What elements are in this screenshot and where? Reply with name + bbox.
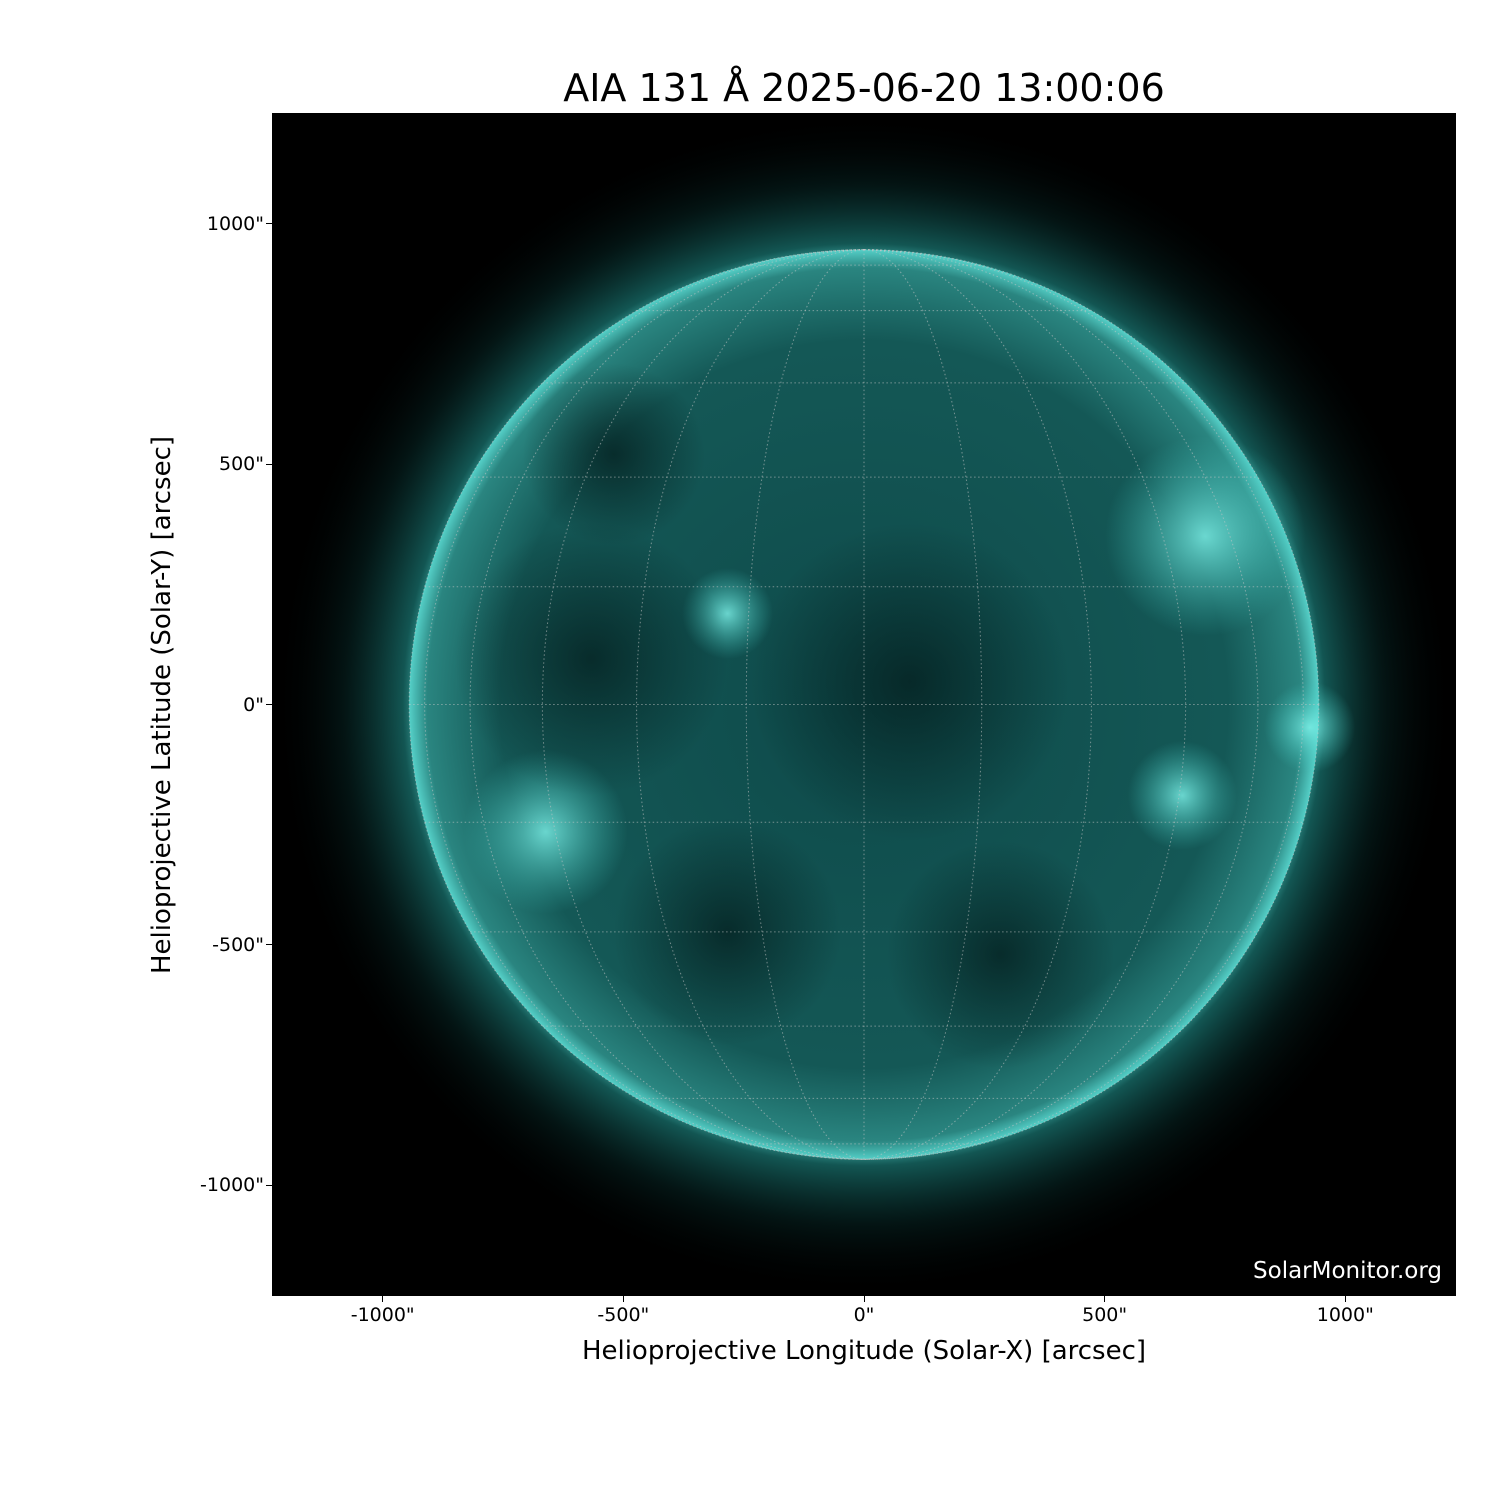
y-tick-label: -500"	[212, 933, 264, 956]
y-tick-mark	[266, 223, 272, 225]
y-tick-label: 1000"	[206, 212, 264, 235]
y-tick-label: 0"	[243, 693, 264, 716]
x-tick-mark	[382, 1296, 384, 1302]
x-tick-label: -500"	[597, 1304, 650, 1326]
x-tick-label: -1000"	[350, 1304, 415, 1326]
x-tick-label: 500"	[1082, 1304, 1128, 1326]
plot-title: AIA 131 Å 2025-06-20 13:00:06	[563, 66, 1165, 110]
y-tick-mark	[266, 463, 272, 465]
y-tick-mark	[266, 944, 272, 946]
x-tick-mark	[1104, 1296, 1106, 1302]
longitude-grid-line	[424, 249, 865, 1160]
active-region	[1264, 681, 1356, 773]
x-tick-mark	[622, 1296, 624, 1302]
x-tick-mark	[863, 1296, 865, 1302]
longitude-grid-line	[863, 249, 1304, 1160]
y-axis-label: Helioprojective Latitude (Solar-Y) [arcs…	[147, 435, 177, 975]
sun-disk	[272, 113, 1456, 1296]
active-region	[1105, 436, 1306, 637]
coronal-hole	[750, 522, 1069, 841]
longitude-grid-line	[745, 249, 865, 1160]
coronal-hole	[886, 840, 1115, 1069]
y-tick-label: 500"	[218, 453, 264, 476]
x-tick-mark	[1344, 1296, 1346, 1302]
limb-grid-line	[408, 249, 1320, 1160]
coronal-hole	[454, 522, 728, 796]
longitude-grid-line	[863, 249, 983, 1160]
watermark: SolarMonitor.org	[1253, 1258, 1442, 1284]
longitude-grid-line	[636, 249, 865, 1160]
x-axis-label: Helioprojective Longitude (Solar-X) [arc…	[581, 1336, 1147, 1366]
y-tick-label: -1000"	[200, 1174, 264, 1197]
y-tick-mark	[266, 1184, 272, 1186]
coronal-hole	[522, 363, 705, 546]
y-tick-mark	[266, 704, 272, 705]
active-region	[1127, 740, 1237, 851]
x-tick-label: 0"	[853, 1304, 875, 1326]
solar-image: SolarMonitor.org	[272, 113, 1456, 1296]
longitude-grid-line	[863, 249, 1092, 1160]
x-tick-label: 1000"	[1316, 1304, 1374, 1326]
